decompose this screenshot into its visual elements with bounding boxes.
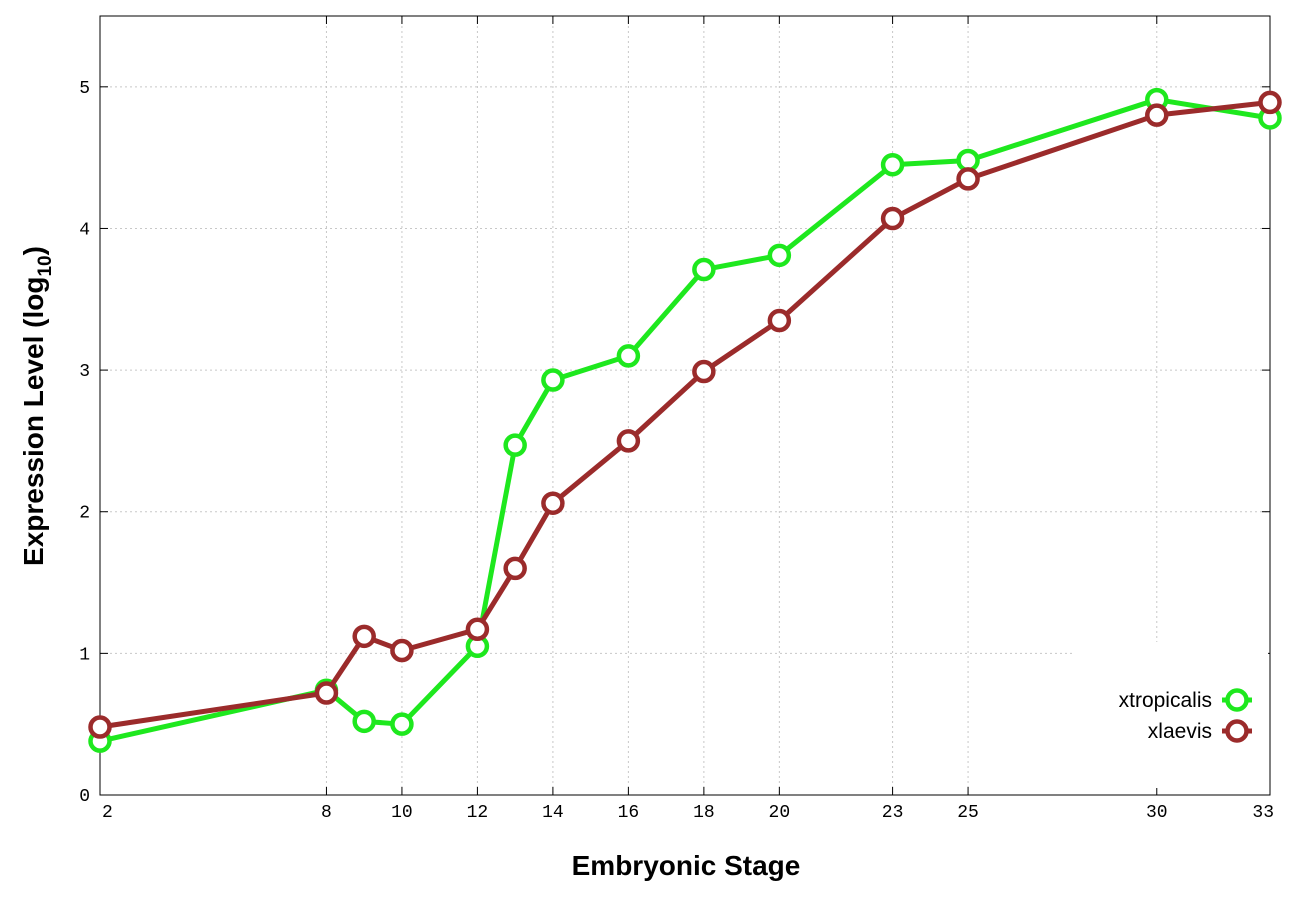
data-point-xtropicalis xyxy=(956,148,980,173)
data-point-xlaevis xyxy=(616,429,641,453)
data-point-xtropicalis xyxy=(692,257,716,282)
legend-item-xlaevis: xlaevis xyxy=(1148,719,1252,743)
legend-label-xlaevis: xlaevis xyxy=(1148,720,1212,743)
plot-frame xyxy=(99,15,1271,796)
legend-item-xtropicalis: xtropicalis xyxy=(1119,688,1252,712)
data-point-xlaevis xyxy=(880,206,905,231)
data-point-xlaevis xyxy=(767,308,792,333)
y-tick-label: 4 xyxy=(79,220,90,240)
series-line-xtropicalis xyxy=(99,97,1271,744)
data-point-xlaevis xyxy=(1145,103,1169,127)
data-point-xtropicalis xyxy=(880,152,905,177)
x-tick-label: 30 xyxy=(1146,803,1168,823)
x-axis-title: Embryonic Stage xyxy=(572,850,801,881)
y-tick-label: 3 xyxy=(79,362,90,382)
x-tick-label: 12 xyxy=(467,803,489,823)
data-point-xtropicalis xyxy=(503,433,527,457)
x-tick-label: 23 xyxy=(882,803,904,823)
data-point-xlaevis xyxy=(314,681,339,705)
legend-swatch-marker-xlaevis xyxy=(1225,719,1249,743)
series-group xyxy=(88,87,1282,753)
legend-label-xtropicalis: xtropicalis xyxy=(1119,689,1212,712)
x-tick-label: 2 xyxy=(102,803,113,823)
data-point-xlaevis xyxy=(692,359,716,384)
legend-swatch-marker-xtropicalis xyxy=(1225,688,1249,712)
x-tick-label: 14 xyxy=(542,803,564,823)
x-tick-label: 10 xyxy=(391,803,413,823)
y-axis-title: Expression Level (log10) xyxy=(18,246,56,566)
data-point-xlaevis xyxy=(88,715,112,739)
data-point-xtropicalis xyxy=(390,712,414,736)
y-tick-label: 1 xyxy=(79,645,90,665)
y-axis-title-close: ) xyxy=(18,246,49,255)
series-xtropicalis xyxy=(88,87,1282,753)
legend-background xyxy=(1072,650,1268,788)
y-tick-label: 2 xyxy=(79,504,90,524)
data-point-xtropicalis xyxy=(767,243,792,268)
x-tick-label: 16 xyxy=(618,803,640,823)
data-point-xlaevis xyxy=(956,167,980,191)
y-tick-label: 0 xyxy=(79,787,90,807)
x-tick-label: 8 xyxy=(321,803,332,823)
data-point-xlaevis xyxy=(390,638,414,663)
data-point-xtropicalis xyxy=(352,709,376,734)
y-axis-title-main: Expression Level (log xyxy=(18,277,49,566)
y-axis-title-subscript: 10 xyxy=(35,255,56,276)
legend: xtropicalis xlaevis xyxy=(1072,650,1268,788)
data-point-xlaevis xyxy=(465,617,490,642)
x-tick-label: 33 xyxy=(1252,803,1274,823)
series-line-xlaevis xyxy=(99,99,1271,730)
data-point-xtropicalis xyxy=(616,344,641,368)
y-tick-label: 5 xyxy=(79,79,90,99)
data-point-xlaevis xyxy=(1258,90,1282,115)
data-point-xlaevis xyxy=(541,491,565,515)
x-tick-label: 18 xyxy=(693,803,715,823)
data-point-xlaevis xyxy=(352,624,376,649)
series-xlaevis xyxy=(88,90,1282,739)
x-tick-label: 25 xyxy=(957,803,979,823)
data-point-xtropicalis xyxy=(541,368,565,392)
x-tick-label: 20 xyxy=(769,803,791,823)
grid xyxy=(100,16,1270,795)
data-point-xlaevis xyxy=(503,556,527,581)
